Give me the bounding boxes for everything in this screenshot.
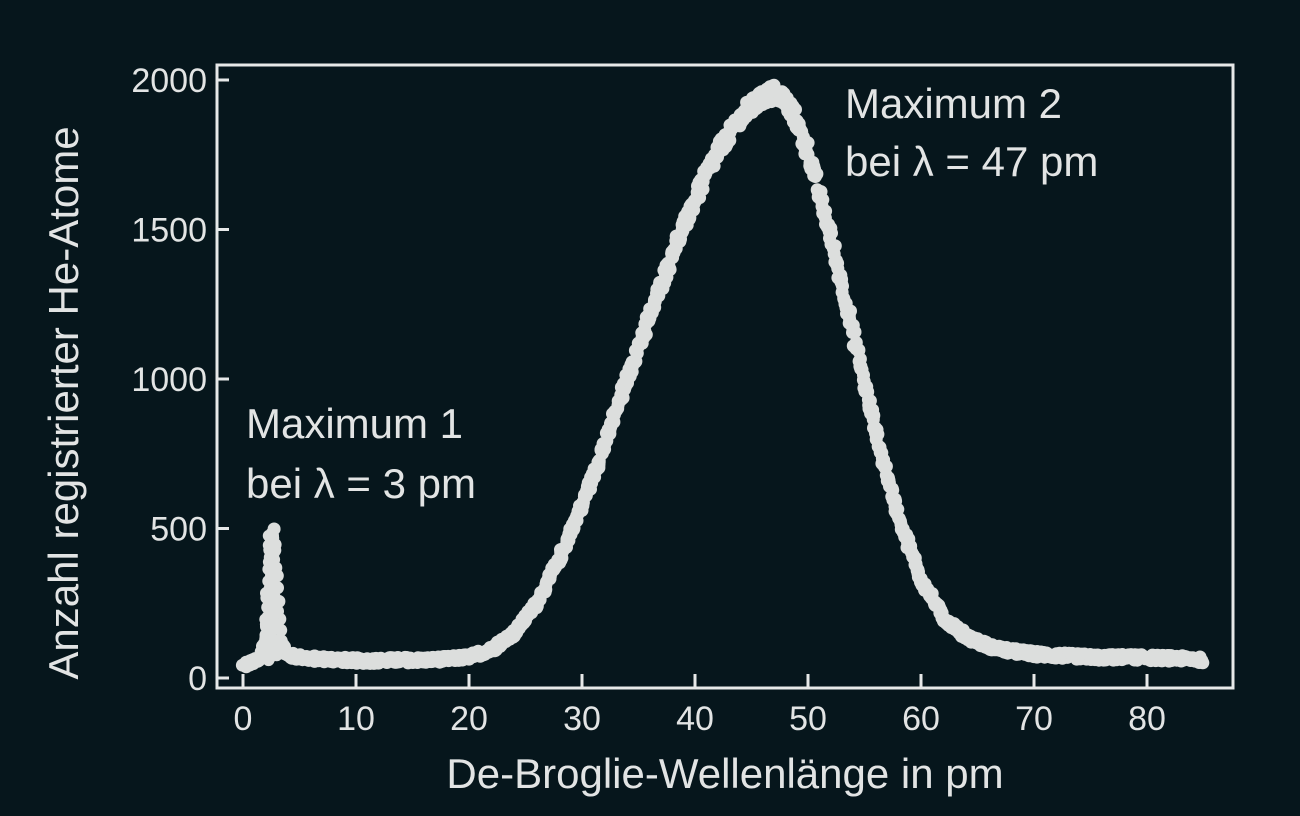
annotation-maximum-1: Maximum 1 bei λ = 3 pm (246, 400, 476, 507)
y-tick-label: 500 (150, 511, 207, 549)
annotation-maximum-1-value: bei λ = 3 pm (246, 460, 476, 507)
plot-frame (215, 63, 1235, 690)
annotation-maximum-2-value: bei λ = 47 pm (845, 138, 1098, 185)
data-points (235, 78, 1210, 674)
x-tick-label: 0 (234, 700, 253, 738)
y-tick-label: 1000 (131, 361, 207, 399)
x-tick-label: 20 (450, 700, 488, 738)
y-axis-title: Anzahl registrierter He-Atome (40, 126, 87, 679)
annotation-maximum-2: Maximum 2 bei λ = 47 pm (845, 80, 1098, 185)
x-tick-label: 10 (337, 700, 375, 738)
x-tick-label: 80 (1128, 700, 1166, 738)
x-axis: 0 10 20 30 40 50 60 70 80 (234, 674, 1166, 738)
y-tick-label: 1500 (131, 212, 207, 250)
annotation-maximum-1-title: Maximum 1 (246, 400, 463, 447)
x-tick-label: 50 (789, 700, 827, 738)
annotation-maximum-2-title: Maximum 2 (845, 80, 1062, 127)
x-tick-label: 60 (902, 700, 940, 738)
x-tick-label: 40 (676, 700, 714, 738)
y-tick-label: 0 (188, 660, 207, 698)
x-tick-label: 70 (1015, 700, 1053, 738)
x-tick-label: 30 (563, 700, 601, 738)
y-tick-label: 2000 (131, 62, 207, 100)
x-axis-title: De-Broglie-Wellenlänge in pm (446, 750, 1003, 797)
y-axis: 0 500 1000 1500 2000 (131, 62, 229, 698)
